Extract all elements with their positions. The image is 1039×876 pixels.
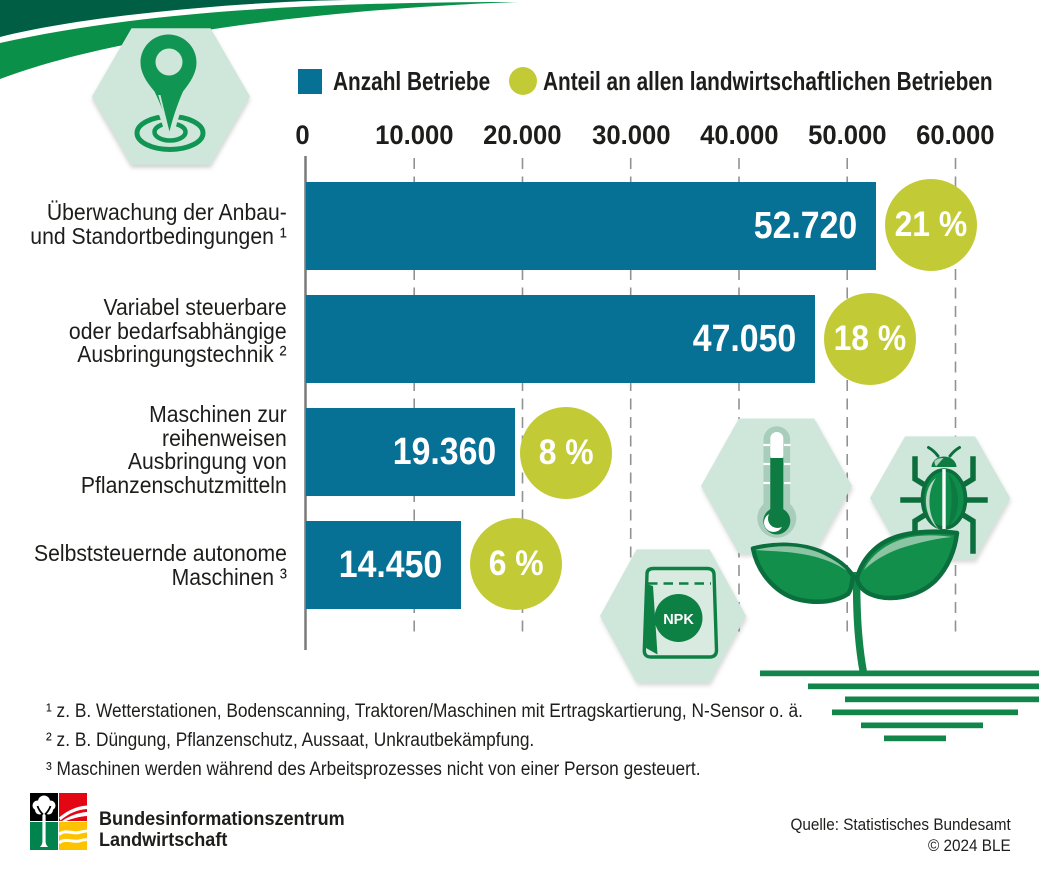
svg-text:NPK: NPK	[663, 612, 694, 628]
